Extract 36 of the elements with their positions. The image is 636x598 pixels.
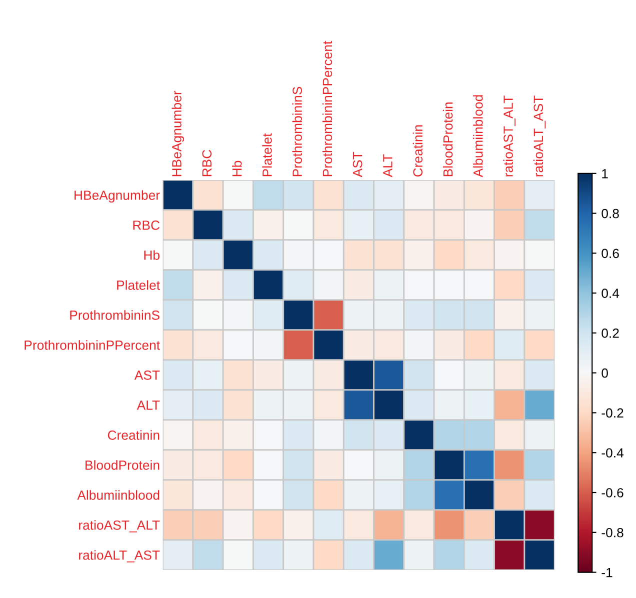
color-bar-label: 0 <box>602 368 608 378</box>
x-tick-label: Platelet <box>262 133 272 176</box>
y-tick-label: AST <box>134 370 160 380</box>
color-bar-label: -0.4 <box>602 448 624 458</box>
x-tick-label: AST <box>352 152 362 178</box>
x-tick-label: ProthrombininPPercent <box>322 40 332 176</box>
color-bar-label: -1 <box>602 568 612 578</box>
y-tick-label: ProthrombininPPercent <box>24 340 160 350</box>
x-tick-label: ratioALT_AST <box>533 96 546 176</box>
y-tick-label: ALT <box>136 400 160 410</box>
x-tick-label: Hb <box>232 160 242 176</box>
color-bar-label: -0.6 <box>602 488 624 498</box>
color-bar-label: -0.2 <box>602 408 624 418</box>
y-tick-label: Creatinin <box>108 430 160 440</box>
color-bar-label: 0.8 <box>602 208 619 218</box>
color-bar-label: 1 <box>602 169 608 178</box>
y-tick-label: ratioALT_AST <box>79 550 160 562</box>
y-tick-label: ProthrombininS <box>70 310 160 320</box>
y-tick-label: Hb <box>144 250 160 260</box>
color-bar-label: 0.6 <box>602 248 619 258</box>
x-tick-label: Creatinin <box>412 125 423 177</box>
x-tick-label: Albumiinblood <box>473 95 483 178</box>
color-bar-label: 0.4 <box>602 288 620 298</box>
y-tick-label: Platelet <box>117 280 160 290</box>
y-tick-label: RBC <box>133 220 160 230</box>
x-tick-label: ProthrombininS <box>292 86 302 176</box>
x-tick-label: RBC <box>202 150 212 176</box>
y-tick-label: ratioAST_ALT <box>79 520 160 532</box>
x-tick-label: ALT <box>383 154 392 178</box>
color-bar-label: 0.2 <box>602 328 619 338</box>
x-tick-label: BloodProtein <box>442 102 453 176</box>
y-tick-label: BloodProtein <box>86 460 160 470</box>
y-tick-label: HBeAgnumber <box>74 190 160 203</box>
x-tick-label: ratioAST_ALT <box>503 96 516 176</box>
y-tick-label: Albumiinblood <box>77 490 160 500</box>
color-bar-label: -0.8 <box>602 528 624 538</box>
